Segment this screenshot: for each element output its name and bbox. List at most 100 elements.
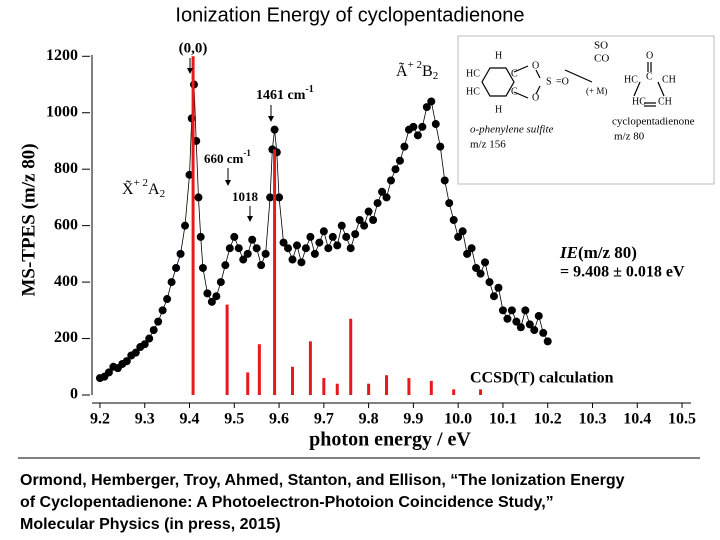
data-point (315, 238, 324, 247)
data-point (463, 249, 472, 258)
data-point (387, 176, 395, 185)
data-point (167, 278, 176, 287)
y-tick-label: 800 (54, 160, 78, 177)
data-point (261, 249, 270, 258)
annotation-part: 660 cm (204, 151, 244, 166)
x-tick-label: 10.1 (489, 411, 517, 428)
data-point (521, 306, 530, 315)
inset-text: HC (466, 86, 480, 97)
data-point (181, 221, 190, 230)
data-point (458, 227, 467, 236)
inset-text: SO (594, 40, 608, 52)
data-point (198, 263, 207, 272)
data-point (207, 297, 216, 306)
data-point (539, 328, 548, 337)
x-tick-label: 9.4 (180, 411, 200, 428)
data-point (172, 263, 181, 272)
x-tick-label: 9.2 (90, 411, 110, 428)
x-tick-label: 10.3 (578, 411, 606, 428)
annotation: 660 cm-1 (204, 148, 251, 166)
data-point (525, 320, 534, 329)
data-point (395, 156, 404, 165)
chart-area: 0 200 400 600 800 1000 1200 9.2 9.3 9.4 9.5 9.6 9.7 9… (46, 40, 696, 427)
inset-text: m/z 80 (614, 131, 645, 143)
data-point (342, 232, 351, 241)
data-point (489, 292, 498, 301)
inset-text: CH (662, 74, 676, 85)
x-tick-label: 10.4 (623, 411, 651, 428)
data-point (543, 337, 552, 346)
inset-text: O (532, 92, 539, 103)
data-point (400, 142, 409, 151)
data-point (257, 261, 266, 270)
data-point (230, 232, 239, 241)
y-tick-label: 1000 (46, 103, 78, 120)
annotation-part: -1 (243, 148, 251, 158)
x-tick-label: 10.5 (668, 411, 696, 428)
data-point (252, 244, 261, 253)
annotation-part: A (148, 181, 160, 198)
data-point (413, 131, 422, 140)
annotation-part: IE (559, 243, 578, 262)
annotation-part: + 2 (408, 59, 422, 71)
data-point (445, 199, 454, 208)
data-point (216, 278, 225, 287)
annotation: 1461 cm-1 (256, 84, 314, 103)
data-point (346, 244, 355, 253)
arrow-head (268, 116, 274, 122)
data-point (481, 258, 490, 267)
data-point (158, 306, 167, 315)
x-tick-label: 9.9 (403, 411, 423, 428)
data-point (467, 244, 476, 253)
x-tick-label: 10.0 (444, 411, 472, 428)
data-point (431, 120, 440, 129)
inset-text: (+ M) (586, 86, 607, 96)
annotation: 1018 (232, 189, 259, 204)
data-point (516, 323, 525, 332)
data-point (324, 244, 333, 253)
y-tick-label: 400 (54, 273, 78, 290)
y-tick-label: 600 (54, 216, 78, 233)
x-tick-label: 9.5 (224, 411, 244, 428)
inset-text: CH (658, 96, 672, 107)
inset-text: O (646, 50, 653, 61)
annotation-part: 1461 cm (256, 88, 306, 103)
annotation-part: B (422, 63, 433, 80)
inset-text: cyclopentadienone (612, 116, 695, 128)
arrow-head (225, 180, 231, 186)
state-label: X̃+ 2A2 (122, 177, 165, 200)
data-point (422, 103, 431, 112)
data-point (297, 258, 306, 267)
data-point (373, 199, 382, 208)
data-point (212, 292, 221, 301)
x-tick-label: 10.2 (534, 411, 562, 428)
data-point (270, 125, 279, 134)
data-point (440, 176, 449, 185)
data-point (221, 261, 230, 270)
annotation-part: Ã (396, 62, 408, 80)
data-point (494, 283, 503, 292)
data-point (507, 306, 516, 315)
x-tick-label: 9.8 (359, 411, 379, 428)
arrow-head (187, 68, 193, 74)
annotation-part: -1 (305, 84, 313, 95)
annotation: IE(m/z 80) (559, 243, 637, 262)
annotation-part: 2 (160, 188, 166, 200)
inset-text: HC (466, 68, 480, 79)
data-point (234, 244, 243, 253)
inset-text: C (646, 71, 653, 82)
data-point (306, 232, 315, 241)
annotation-part: (m/z 80) (578, 243, 637, 262)
data-point (275, 193, 284, 202)
data-point (337, 221, 346, 230)
inset-text: O (532, 60, 539, 71)
data-point (185, 170, 194, 179)
data-point (449, 216, 458, 224)
annotation-part: X̃ (122, 180, 134, 198)
inset-text: HC (624, 74, 638, 85)
data-point (364, 207, 373, 216)
annotation-part: + 2 (134, 177, 148, 189)
data-point (328, 232, 337, 241)
data-point (409, 122, 418, 131)
y-tick-label: 200 (54, 329, 78, 346)
